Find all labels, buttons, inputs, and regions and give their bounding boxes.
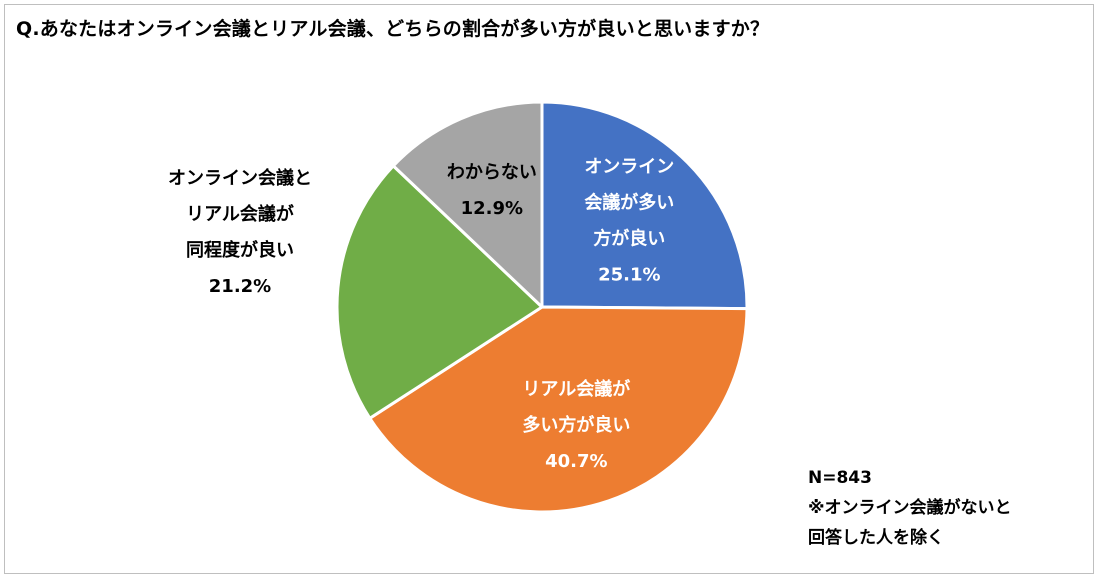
slice-value-label: 12.9% [461, 198, 523, 219]
slice-value-label: 21.2% [209, 276, 271, 297]
slice-category-label: 同程度が良い [186, 239, 294, 261]
slice-label: オンライン会議が多い方が良い 25.1% [584, 156, 674, 285]
slice-category-label: わからない [447, 162, 537, 183]
slice-category-label: 会議が多い [584, 191, 674, 213]
slice-label: オンライン会議とリアル会議が同程度が良い 21.2% [168, 167, 312, 297]
slice-label: わからない 12.9% [447, 162, 537, 219]
slice-label: リアル会議が多い方が良い 40.7% [522, 378, 630, 472]
slice-category-label: オンライン会議と [168, 167, 312, 189]
pie-slice [335, 164, 544, 420]
sample-size: N=843 [808, 468, 872, 488]
pie-slice [540, 100, 749, 311]
slice-category-label: リアル会議が [522, 378, 630, 400]
footnote-line-1: ※オンライン会議がないと [808, 498, 1012, 518]
footnote-line-2: 回答した人を除く [808, 528, 944, 548]
slice-category-label: リアル会議が [186, 203, 294, 225]
chart-title: Q.あなたはオンライン会議とリアル会議、どちらの割合が多い方が良いと思いますか？ [16, 18, 770, 40]
slice-value-label: 25.1% [598, 264, 660, 285]
pie-slice [391, 100, 544, 309]
slice-value-label: 40.7% [545, 451, 607, 472]
slice-category-label: オンライン [584, 156, 674, 177]
slice-category-label: 方が良い [593, 227, 665, 249]
chart-note: N=843 ※オンライン会議がないと 回答した人を除く [808, 463, 1012, 553]
slice-category-label: 多い方が良い [522, 414, 630, 436]
